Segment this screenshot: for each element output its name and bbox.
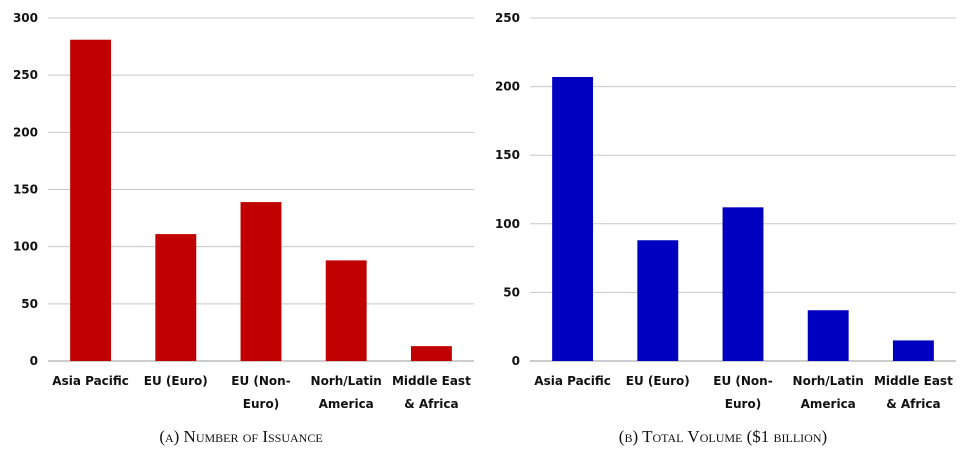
caption-b: (b) Total Volume ($1 billion) — [618, 427, 828, 446]
x-category-label: Norh/Latin — [793, 374, 864, 388]
y-tick-label: 250 — [13, 68, 38, 82]
bar — [70, 39, 112, 362]
bar — [552, 76, 594, 361]
y-tick-label: 150 — [13, 183, 38, 197]
bar — [410, 346, 452, 361]
x-category-label: EU (Non- — [231, 374, 290, 388]
y-tick-label: 150 — [495, 148, 520, 162]
x-category-label: Middle East — [874, 374, 953, 388]
bar — [240, 202, 282, 361]
x-category-label: America — [801, 397, 856, 411]
x-category-label: EU (Non- — [713, 374, 772, 388]
x-category-label: & Africa — [886, 397, 940, 411]
bar-chart-number-of-issuance: 0 50 100 150 200 250 300 Asia Pacific EU (Euro) E… — [13, 11, 474, 411]
y-tick-label: 200 — [495, 80, 520, 94]
x-category-label: America — [319, 397, 374, 411]
bar — [155, 234, 197, 361]
x-category-label: Middle East — [392, 374, 471, 388]
chart-panel-a: 0 50 100 150 200 250 300 Asia Pacific EU (Euro) E… — [13, 11, 474, 446]
bar — [325, 260, 367, 361]
y-tick-label: 300 — [13, 11, 38, 25]
x-category-label: Norh/Latin — [311, 374, 382, 388]
x-category-label: Euro) — [725, 397, 761, 411]
caption-a: (a) Number of Issuance — [159, 427, 323, 446]
y-tick-label: 0 — [512, 354, 520, 368]
y-tick-label: 100 — [13, 240, 38, 254]
x-category-label: EU (Euro) — [144, 374, 208, 388]
bar — [637, 240, 679, 361]
y-tick-label: 250 — [495, 11, 520, 25]
chart-panel-b: 0 50 100 150 200 250 Asia Pacific EU (Euro) EU (… — [482, 0, 964, 455]
bar — [807, 310, 849, 361]
bar — [892, 340, 934, 361]
bar-chart-total-volume: 0 50 100 150 200 250 Asia Pacific EU (Euro) EU (… — [495, 11, 956, 411]
y-tick-label: 50 — [21, 297, 38, 311]
x-category-label: EU (Euro) — [626, 374, 690, 388]
x-category-label: Asia Pacific — [52, 374, 129, 388]
x-category-label: Asia Pacific — [534, 374, 611, 388]
y-tick-label: 50 — [503, 285, 520, 299]
y-tick-label: 0 — [30, 354, 38, 368]
y-tick-label: 200 — [13, 125, 38, 139]
x-category-label: Euro) — [243, 397, 279, 411]
x-category-label: & Africa — [404, 397, 458, 411]
y-tick-label: 100 — [495, 217, 520, 231]
bar — [722, 207, 764, 361]
